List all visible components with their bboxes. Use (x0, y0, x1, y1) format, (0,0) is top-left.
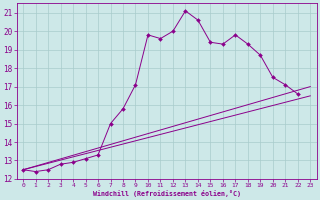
X-axis label: Windchill (Refroidissement éolien,°C): Windchill (Refroidissement éolien,°C) (93, 190, 241, 197)
